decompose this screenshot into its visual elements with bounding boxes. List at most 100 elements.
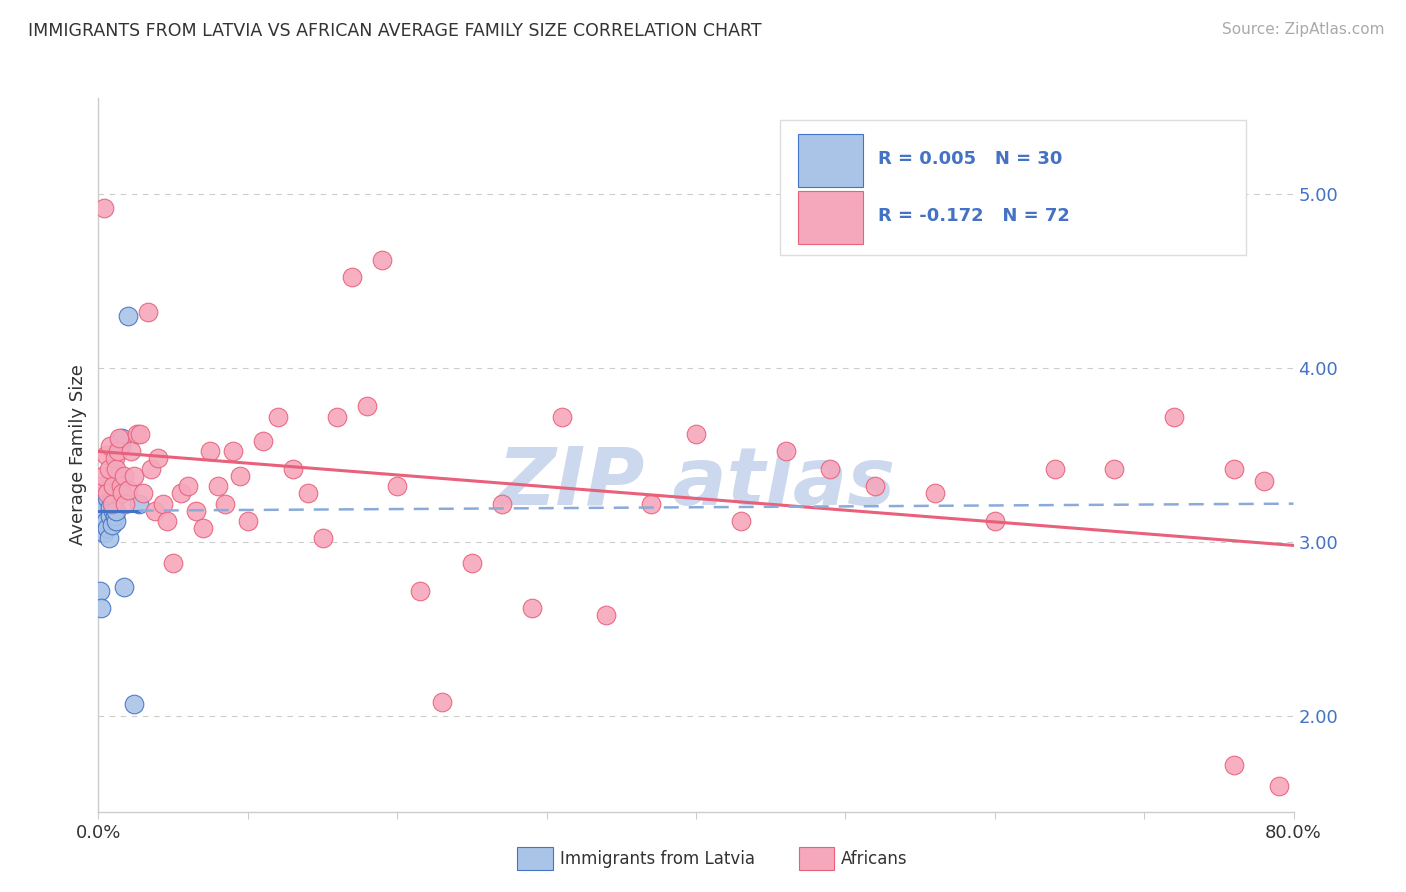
Point (124, 697, 146, 711)
Text: IMMIGRANTS FROM LATVIA VS AFRICAN AVERAGE FAMILY SIZE CORRELATION CHART: IMMIGRANTS FROM LATVIA VS AFRICAN AVERAG… (28, 22, 762, 40)
Text: Immigrants from Latvia: Immigrants from Latvia (560, 850, 755, 868)
Point (104, 491, 127, 506)
Point (101, 517, 124, 532)
Point (94, 486, 117, 500)
Point (229, 468, 252, 483)
Point (100, 500, 122, 515)
Point (120, 444, 142, 458)
Bar (797, 191, 863, 244)
Point (90, 601, 112, 615)
Point (311, 532, 333, 546)
Point (1104, 462, 1126, 476)
Point (128, 497, 150, 511)
Point (100, 508, 122, 523)
Point (1043, 462, 1066, 476)
Point (169, 486, 191, 500)
Point (89, 583, 111, 598)
Point (984, 514, 1007, 528)
Point (117, 483, 139, 497)
Point (105, 503, 128, 517)
Point (156, 514, 179, 528)
Point (110, 479, 132, 493)
Point (112, 580, 135, 594)
Point (342, 270, 364, 285)
Point (127, 427, 149, 442)
Point (103, 479, 125, 493)
Point (103, 503, 125, 517)
Point (252, 434, 274, 448)
Point (820, 462, 842, 476)
Point (108, 434, 131, 448)
Point (184, 503, 207, 517)
Point (91, 468, 114, 483)
Point (297, 486, 319, 500)
Text: Source: ZipAtlas.com: Source: ZipAtlas.com (1222, 22, 1385, 37)
Y-axis label: Average Family Size: Average Family Size (69, 365, 87, 545)
Point (491, 497, 513, 511)
Point (136, 305, 159, 319)
Point (162, 556, 184, 570)
Point (103, 497, 125, 511)
Point (685, 427, 707, 442)
FancyBboxPatch shape (779, 120, 1246, 255)
Point (96, 521, 118, 535)
Point (148, 451, 170, 466)
Point (94, 514, 117, 528)
Point (371, 252, 394, 267)
Point (112, 468, 135, 483)
Point (111, 486, 134, 500)
Point (93, 201, 115, 215)
Point (117, 309, 139, 323)
Point (105, 462, 128, 476)
Point (152, 497, 174, 511)
Point (267, 409, 290, 424)
Point (1267, 779, 1289, 793)
Point (520, 601, 543, 615)
Point (104, 451, 127, 466)
Point (132, 486, 155, 500)
Point (408, 583, 430, 598)
Point (107, 483, 129, 497)
Text: Africans: Africans (841, 850, 907, 868)
Point (105, 514, 128, 528)
Point (1163, 409, 1185, 424)
Point (97, 532, 120, 546)
Point (93, 526, 115, 541)
Point (143, 503, 166, 517)
Point (222, 444, 245, 458)
Point (96, 491, 118, 506)
Point (96, 486, 118, 500)
Point (101, 497, 124, 511)
Point (385, 479, 409, 493)
Point (108, 430, 131, 444)
Point (93, 497, 115, 511)
Point (100, 439, 122, 453)
Point (110, 439, 132, 453)
Text: R = -0.172   N = 72: R = -0.172 N = 72 (877, 207, 1070, 225)
Point (595, 608, 617, 623)
Point (114, 497, 136, 511)
Point (865, 479, 887, 493)
Text: ZIP atlas: ZIP atlas (496, 444, 896, 523)
Point (139, 462, 162, 476)
Point (94, 448, 117, 462)
Point (200, 444, 222, 458)
Point (207, 479, 229, 493)
Point (430, 695, 453, 709)
Point (91, 517, 114, 532)
Point (107, 444, 129, 458)
Point (1223, 462, 1246, 476)
Point (281, 462, 304, 476)
Point (550, 409, 572, 424)
Point (124, 468, 146, 483)
Point (214, 497, 236, 511)
Point (97, 462, 120, 476)
Point (461, 556, 484, 570)
Point (1223, 757, 1246, 772)
Point (90, 479, 112, 493)
Point (356, 399, 378, 413)
Point (730, 514, 752, 528)
Point (97, 483, 120, 497)
Point (191, 521, 214, 535)
Point (924, 486, 946, 500)
